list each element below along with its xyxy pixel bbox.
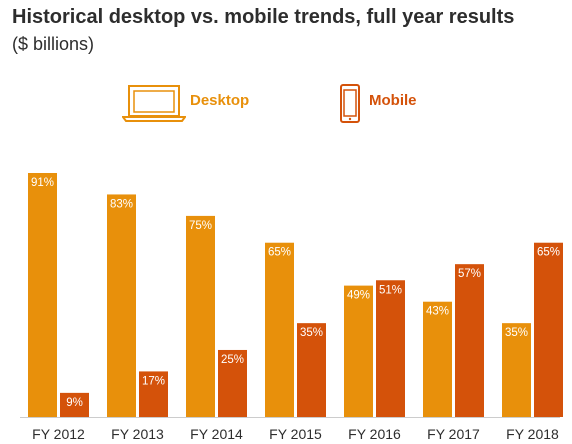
bar-desktop-fy-2014 bbox=[186, 215, 215, 417]
x-tick-label: FY 2012 bbox=[32, 426, 85, 442]
data-label-desktop: 65% bbox=[268, 247, 291, 259]
data-label-desktop: 35% bbox=[505, 327, 528, 339]
bar-desktop-fy-2013 bbox=[107, 194, 136, 417]
x-tick-label: FY 2014 bbox=[190, 426, 243, 442]
data-label-mobile: 25% bbox=[221, 354, 244, 366]
bar-desktop-fy-2017 bbox=[423, 301, 452, 417]
bar-mobile-fy-2012 bbox=[60, 392, 89, 417]
bar-desktop-fy-2012 bbox=[28, 173, 57, 417]
bar-mobile-fy-2015 bbox=[297, 323, 326, 417]
bar-desktop-fy-2018 bbox=[502, 323, 531, 417]
chart-title: Historical desktop vs. mobile trends, fu… bbox=[12, 6, 515, 28]
x-tick-label: FY 2013 bbox=[111, 426, 164, 442]
data-label-desktop: 43% bbox=[426, 306, 449, 318]
bar-mobile-fy-2016 bbox=[376, 280, 405, 417]
data-label-mobile: 9% bbox=[66, 397, 83, 409]
data-label-mobile: 57% bbox=[458, 268, 481, 280]
legend-desktop-label: Desktop bbox=[190, 92, 250, 109]
x-tick-label: FY 2016 bbox=[348, 426, 401, 442]
data-label-desktop: 75% bbox=[189, 220, 212, 232]
bar-mobile-fy-2018 bbox=[534, 242, 563, 417]
x-tick-label: FY 2015 bbox=[269, 426, 322, 442]
chart-subtitle: ($ billions) bbox=[12, 34, 95, 54]
laptop-icon bbox=[122, 85, 186, 122]
data-label-desktop: 91% bbox=[31, 177, 54, 189]
legend-mobile-label: Mobile bbox=[369, 92, 417, 109]
data-label-desktop: 83% bbox=[110, 198, 133, 210]
bar-mobile-fy-2017 bbox=[455, 264, 484, 417]
bar-mobile-fy-2013 bbox=[139, 371, 168, 417]
bar-mobile-fy-2014 bbox=[218, 349, 247, 417]
data-label-desktop: 49% bbox=[347, 290, 370, 302]
data-label-mobile: 65% bbox=[537, 247, 560, 259]
x-tick-label: FY 2018 bbox=[506, 426, 559, 442]
bar-desktop-fy-2016 bbox=[344, 285, 373, 417]
data-label-mobile: 51% bbox=[379, 284, 402, 296]
smartphone-icon bbox=[340, 84, 360, 123]
data-label-mobile: 35% bbox=[300, 327, 323, 339]
bar-desktop-fy-2015 bbox=[265, 242, 294, 417]
data-label-mobile: 17% bbox=[142, 375, 165, 387]
x-tick-label: FY 2017 bbox=[427, 426, 480, 442]
